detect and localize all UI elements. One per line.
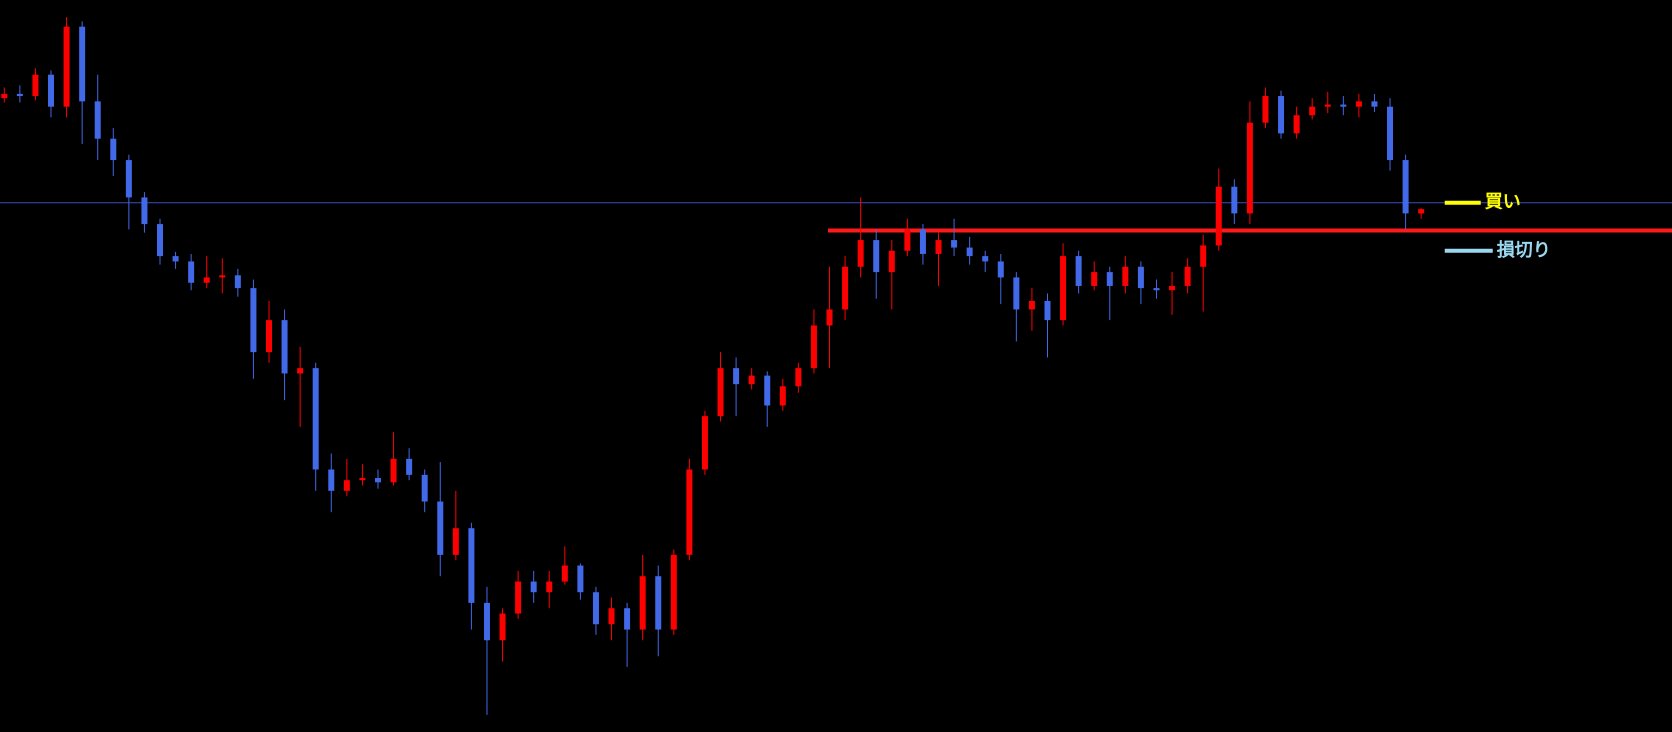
candle-body	[1387, 106, 1394, 161]
candle-body	[141, 197, 148, 225]
candle-body	[48, 74, 55, 107]
candle-body	[655, 576, 662, 630]
candle-body	[1371, 101, 1378, 107]
candle-body	[624, 608, 631, 630]
candle-body	[795, 368, 802, 387]
candle-body	[966, 247, 973, 257]
candle-body	[997, 261, 1004, 278]
candle-body	[982, 256, 989, 262]
candle-body	[1402, 160, 1409, 214]
candle-body	[359, 478, 366, 481]
candle-body	[1091, 272, 1098, 286]
candle-body	[1278, 96, 1285, 134]
candle-body	[1355, 101, 1362, 107]
candle-body	[63, 26, 70, 107]
candle-body	[203, 277, 210, 283]
candle-body	[686, 469, 693, 555]
candle-body	[281, 320, 288, 374]
candle-body	[530, 581, 537, 593]
candle-body	[1028, 300, 1035, 310]
candle-body	[406, 458, 413, 475]
candle-body	[779, 386, 786, 406]
candle-body	[468, 528, 475, 603]
candle-body	[1153, 288, 1160, 291]
candle-body	[546, 581, 553, 593]
candle-body	[250, 288, 257, 353]
candle-body	[577, 565, 584, 593]
candle-body	[499, 613, 506, 641]
candle-body	[919, 229, 926, 254]
candle-body	[421, 474, 428, 502]
candle-body	[810, 325, 817, 369]
candle-body	[1060, 256, 1067, 321]
candle-body	[374, 478, 381, 483]
candle-body	[857, 240, 864, 267]
candle-body	[265, 320, 272, 353]
candle-body	[670, 554, 677, 630]
candle-body	[701, 416, 708, 470]
candle-body	[904, 229, 911, 251]
candle-body	[717, 368, 724, 417]
candle-body	[592, 592, 599, 625]
candle-body	[951, 240, 958, 248]
candle-body	[1013, 277, 1020, 310]
candle-body	[1122, 266, 1129, 286]
candle-body	[1169, 285, 1176, 291]
candle-body	[1106, 272, 1113, 286]
candle-body	[1231, 186, 1238, 214]
candle-body	[1137, 266, 1144, 289]
candle-body	[79, 26, 86, 102]
candle-body	[1309, 106, 1316, 116]
candle-body	[733, 368, 740, 385]
candle-body	[172, 256, 179, 262]
candle-body	[312, 368, 319, 470]
candle-body	[32, 74, 39, 97]
candle-body	[1044, 300, 1051, 321]
candle-body	[888, 250, 895, 273]
candle-body	[1293, 115, 1300, 134]
marker-label: 買い	[1485, 192, 1521, 213]
candle-body	[1246, 122, 1253, 214]
candle-body	[561, 565, 568, 582]
candle-body	[110, 138, 117, 161]
candle-body	[188, 261, 195, 283]
candle-body	[1215, 186, 1222, 246]
candle-body	[826, 309, 833, 326]
candle-body	[1340, 104, 1347, 107]
candle-body	[452, 528, 459, 555]
candle-body	[748, 375, 755, 385]
candle-body	[1075, 256, 1082, 286]
candle-body	[94, 101, 101, 139]
candle-body	[297, 368, 304, 374]
candle-body	[390, 458, 397, 483]
marker-label: 損切り	[1497, 239, 1551, 261]
candle-body	[1418, 209, 1425, 214]
candle-body	[935, 240, 942, 254]
candle-body	[1200, 245, 1207, 267]
candle-body	[483, 602, 490, 641]
candle-body	[437, 501, 444, 555]
candle-body	[234, 275, 241, 289]
candle-body	[842, 266, 849, 310]
candle-body	[328, 469, 335, 491]
candle-body	[157, 224, 163, 257]
candle-body	[1262, 96, 1269, 123]
candle-body	[1324, 104, 1331, 107]
candle-body	[873, 240, 880, 273]
candle-body	[1184, 266, 1191, 286]
candle-body	[125, 160, 132, 198]
candle-body	[608, 608, 615, 625]
candle-body	[343, 480, 350, 491]
candle-body	[219, 275, 226, 278]
candle-body	[639, 576, 646, 630]
candle-body	[16, 93, 23, 97]
candle-body	[515, 581, 522, 614]
candle-body	[764, 375, 771, 406]
candle-body	[1, 93, 8, 99]
